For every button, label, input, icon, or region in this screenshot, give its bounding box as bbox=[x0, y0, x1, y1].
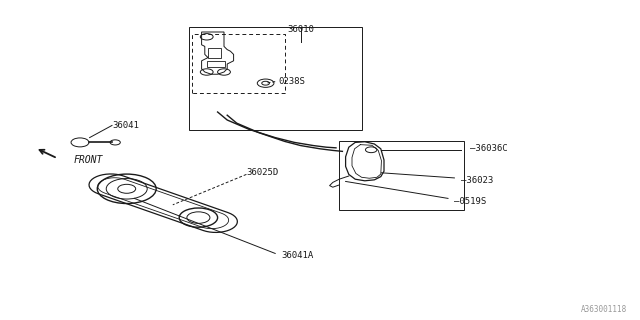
Text: —0519S: —0519S bbox=[454, 197, 486, 206]
Text: 36025D: 36025D bbox=[246, 168, 278, 177]
Text: 36041A: 36041A bbox=[282, 252, 314, 260]
Text: —36036C: —36036C bbox=[470, 144, 508, 153]
Text: —36023: —36023 bbox=[461, 176, 493, 185]
Text: A363001118: A363001118 bbox=[581, 305, 627, 314]
Text: 0238S: 0238S bbox=[278, 77, 305, 86]
Text: 36041: 36041 bbox=[112, 121, 139, 130]
Text: 36010: 36010 bbox=[287, 25, 314, 34]
Text: FRONT: FRONT bbox=[74, 155, 103, 165]
